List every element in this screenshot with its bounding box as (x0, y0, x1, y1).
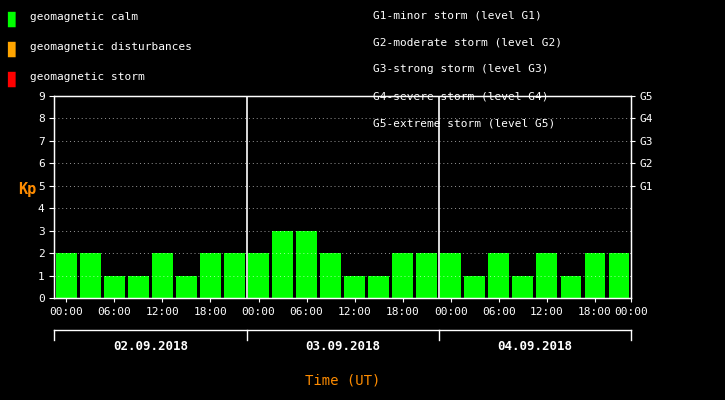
Text: █: █ (7, 72, 14, 88)
Text: G2-moderate storm (level G2): G2-moderate storm (level G2) (373, 37, 563, 47)
Bar (536, 253, 557, 298)
Text: 02.09.2018: 02.09.2018 (113, 340, 188, 352)
Bar (56, 253, 77, 298)
Bar (560, 276, 581, 298)
Text: geomagnetic disturbances: geomagnetic disturbances (30, 42, 192, 52)
Bar (392, 253, 413, 298)
Text: geomagnetic calm: geomagnetic calm (30, 12, 138, 22)
Y-axis label: Kp: Kp (17, 182, 36, 197)
Text: G1-minor storm (level G1): G1-minor storm (level G1) (373, 10, 542, 20)
Text: 04.09.2018: 04.09.2018 (497, 340, 572, 352)
Text: G3-strong storm (level G3): G3-strong storm (level G3) (373, 64, 549, 74)
Bar (320, 253, 341, 298)
Bar (416, 253, 437, 298)
Bar (273, 231, 293, 298)
Bar (513, 276, 533, 298)
Text: G5-extreme storm (level G5): G5-extreme storm (level G5) (373, 119, 555, 129)
Bar (128, 276, 149, 298)
Text: G4-severe storm (level G4): G4-severe storm (level G4) (373, 92, 549, 102)
Bar (176, 276, 196, 298)
Bar (152, 253, 173, 298)
Text: geomagnetic storm: geomagnetic storm (30, 72, 145, 82)
Bar (248, 253, 269, 298)
Text: █: █ (7, 12, 14, 28)
Text: █: █ (7, 42, 14, 58)
Bar (368, 276, 389, 298)
Bar (344, 276, 365, 298)
Bar (200, 253, 220, 298)
Bar (489, 253, 509, 298)
Bar (608, 253, 629, 298)
Bar (104, 276, 125, 298)
Text: Time (UT): Time (UT) (305, 373, 380, 387)
Bar (465, 276, 485, 298)
Bar (440, 253, 461, 298)
Text: 03.09.2018: 03.09.2018 (305, 340, 380, 352)
Bar (80, 253, 101, 298)
Bar (584, 253, 605, 298)
Bar (224, 253, 245, 298)
Bar (297, 231, 317, 298)
